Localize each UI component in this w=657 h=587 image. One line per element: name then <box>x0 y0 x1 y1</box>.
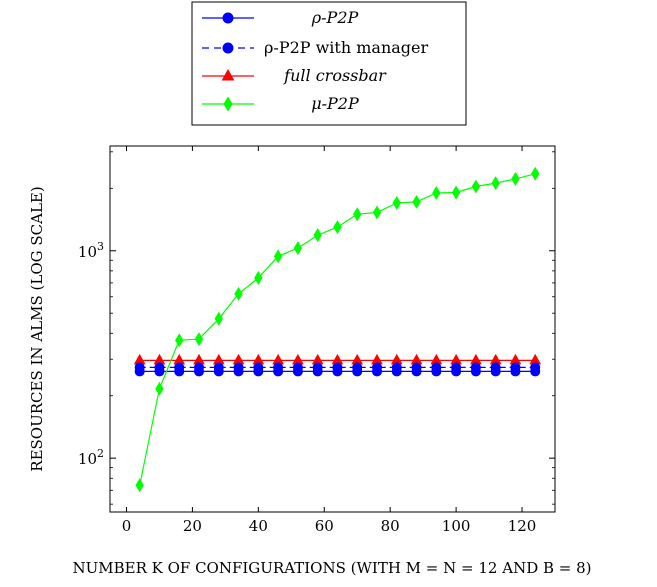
y-tick-label: 102 <box>78 447 104 468</box>
series-layer <box>133 166 542 493</box>
data-point <box>432 185 441 200</box>
data-point <box>471 179 481 194</box>
data-point <box>174 366 185 377</box>
data-point <box>352 366 363 377</box>
y-axis-title: RESOURCES IN ALMS (LOG SCALE) <box>28 186 46 471</box>
legend-entry-rho-p2p-manager: ρ-P2P with manager <box>202 38 429 57</box>
data-point <box>531 166 540 181</box>
x-tick-label: 100 <box>442 517 471 535</box>
data-point <box>233 366 244 377</box>
data-point <box>431 366 442 377</box>
data-point <box>313 228 322 243</box>
data-point <box>154 366 165 377</box>
data-point <box>175 333 184 348</box>
data-point <box>411 366 422 377</box>
data-point <box>332 366 343 377</box>
data-point <box>333 220 342 235</box>
data-point <box>490 366 501 377</box>
legend-entry-mu-p2p: μ-P2P <box>202 94 359 113</box>
x-tick-label: 120 <box>508 517 537 535</box>
legend-label-rho-p2p-manager: ρ-P2P with manager <box>264 38 429 57</box>
legend-marker-full-crossbar <box>221 68 235 81</box>
ticks: 0 20 40 60 80 100 120 102 103 <box>78 146 555 535</box>
data-point <box>353 207 362 222</box>
data-point <box>312 366 323 377</box>
data-point <box>293 241 303 256</box>
data-point <box>214 311 223 326</box>
legend-entry-rho-p2p: ρ-P2P <box>202 8 358 27</box>
data-point <box>234 286 243 301</box>
x-tick-label: 20 <box>183 517 202 535</box>
x-axis-title: NUMBER K OF CONFIGURATIONS (WITH M = N =… <box>72 559 591 577</box>
data-point <box>194 366 204 377</box>
data-point <box>451 366 462 377</box>
data-point <box>194 332 204 347</box>
x-tick-label: 80 <box>381 517 400 535</box>
data-point <box>510 366 521 377</box>
data-point <box>391 366 402 377</box>
data-point <box>292 366 303 377</box>
data-point <box>134 366 145 377</box>
legend-label-mu-p2p: μ-P2P <box>311 94 359 113</box>
data-point <box>392 195 401 210</box>
data-point <box>135 478 144 493</box>
series-0 <box>134 366 541 377</box>
legend-marker-rho-p2p-manager <box>222 42 234 54</box>
x-tick-label: 0 <box>122 517 132 535</box>
data-point <box>253 366 264 377</box>
data-point <box>372 366 382 377</box>
data-point <box>491 176 500 191</box>
legend-marker-rho-p2p <box>222 12 234 24</box>
legend-label-rho-p2p: ρ-P2P <box>311 8 359 27</box>
data-point <box>451 185 461 200</box>
legend-label-full-crossbar: full crossbar <box>283 66 387 85</box>
data-point <box>273 249 283 264</box>
x-tick-label: 60 <box>315 517 334 535</box>
legend-entry-full-crossbar: full crossbar <box>202 66 387 85</box>
legend-marker-mu-p2p <box>223 96 233 112</box>
data-point <box>511 171 520 186</box>
data-point <box>273 366 284 377</box>
data-point <box>254 270 263 285</box>
series-3 <box>135 166 540 493</box>
data-point <box>155 381 164 396</box>
data-point <box>470 366 481 377</box>
data-point <box>213 366 224 377</box>
data-point <box>372 205 382 220</box>
x-tick-label: 40 <box>249 517 268 535</box>
legend: ρ-P2P ρ-P2P with manager full crossbar μ… <box>191 1 467 126</box>
plot-frame <box>109 145 556 513</box>
y-tick-label: 103 <box>78 240 104 261</box>
data-point <box>530 366 541 377</box>
data-point <box>412 194 421 209</box>
